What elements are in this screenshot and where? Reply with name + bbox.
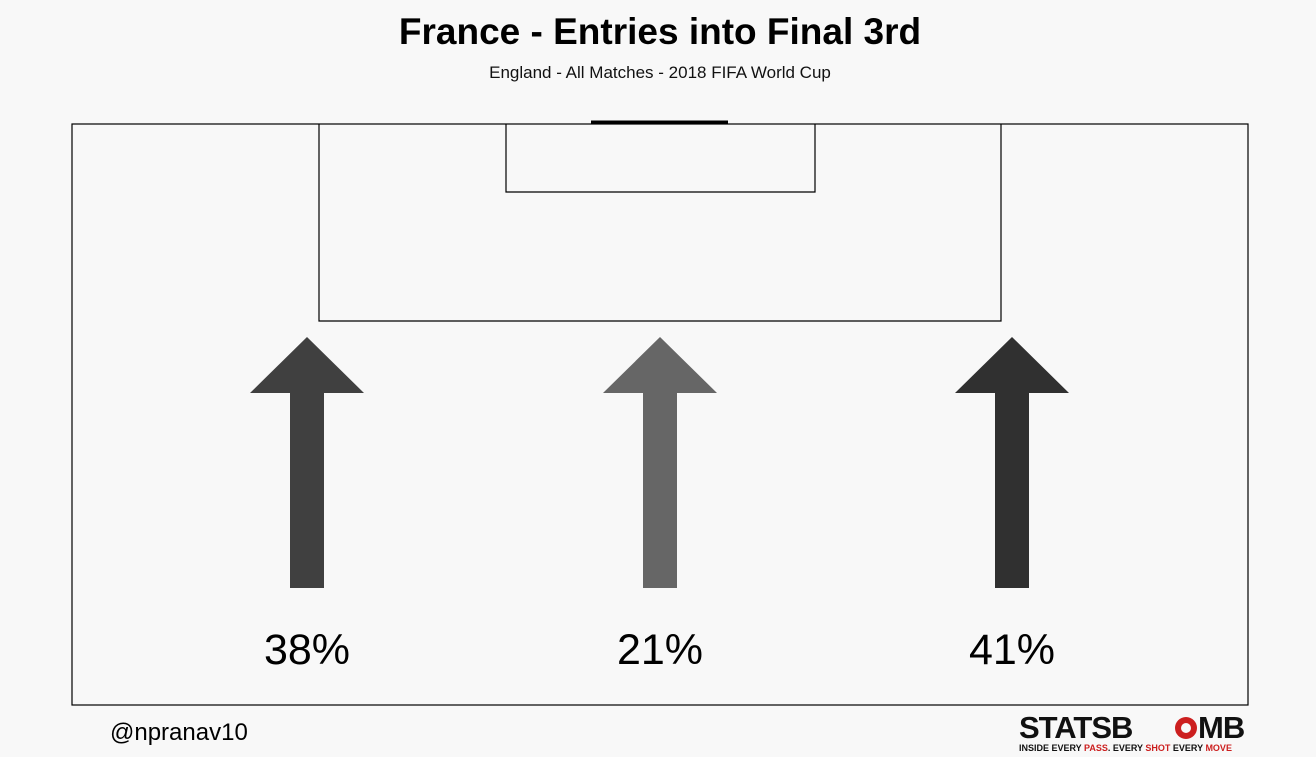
statsbomb-logo: STATSB MB INSIDE EVERY PASS. EVERY SHOT … (1019, 710, 1245, 753)
label-right: 41% (969, 626, 1055, 674)
chart-title: France - Entries into Final 3rd (399, 11, 921, 52)
chart-subtitle: England - All Matches - 2018 FIFA World … (489, 63, 831, 82)
logo-tagline: INSIDE EVERY PASS. EVERY SHOT EVERY MOVE (1019, 743, 1232, 753)
logo-wordmark-right: MB (1198, 710, 1244, 745)
pitch-outline (71, 123, 1249, 706)
pitch (71, 120, 1249, 706)
label-centre: 21% (617, 626, 703, 674)
arrow-right (955, 337, 1069, 588)
label-left: 38% (264, 626, 350, 674)
logo-wordmark-left: STATSB (1019, 710, 1132, 745)
six-yard-box (505, 124, 816, 193)
arrow-centre (603, 337, 717, 588)
arrow-left (250, 337, 364, 588)
arrows-group (250, 337, 1069, 588)
author-credit: @npranav10 (110, 719, 248, 746)
penalty-area (318, 124, 1002, 322)
bomb-icon (1175, 717, 1197, 739)
labels-group: 38% 21% 41% (264, 626, 1055, 674)
